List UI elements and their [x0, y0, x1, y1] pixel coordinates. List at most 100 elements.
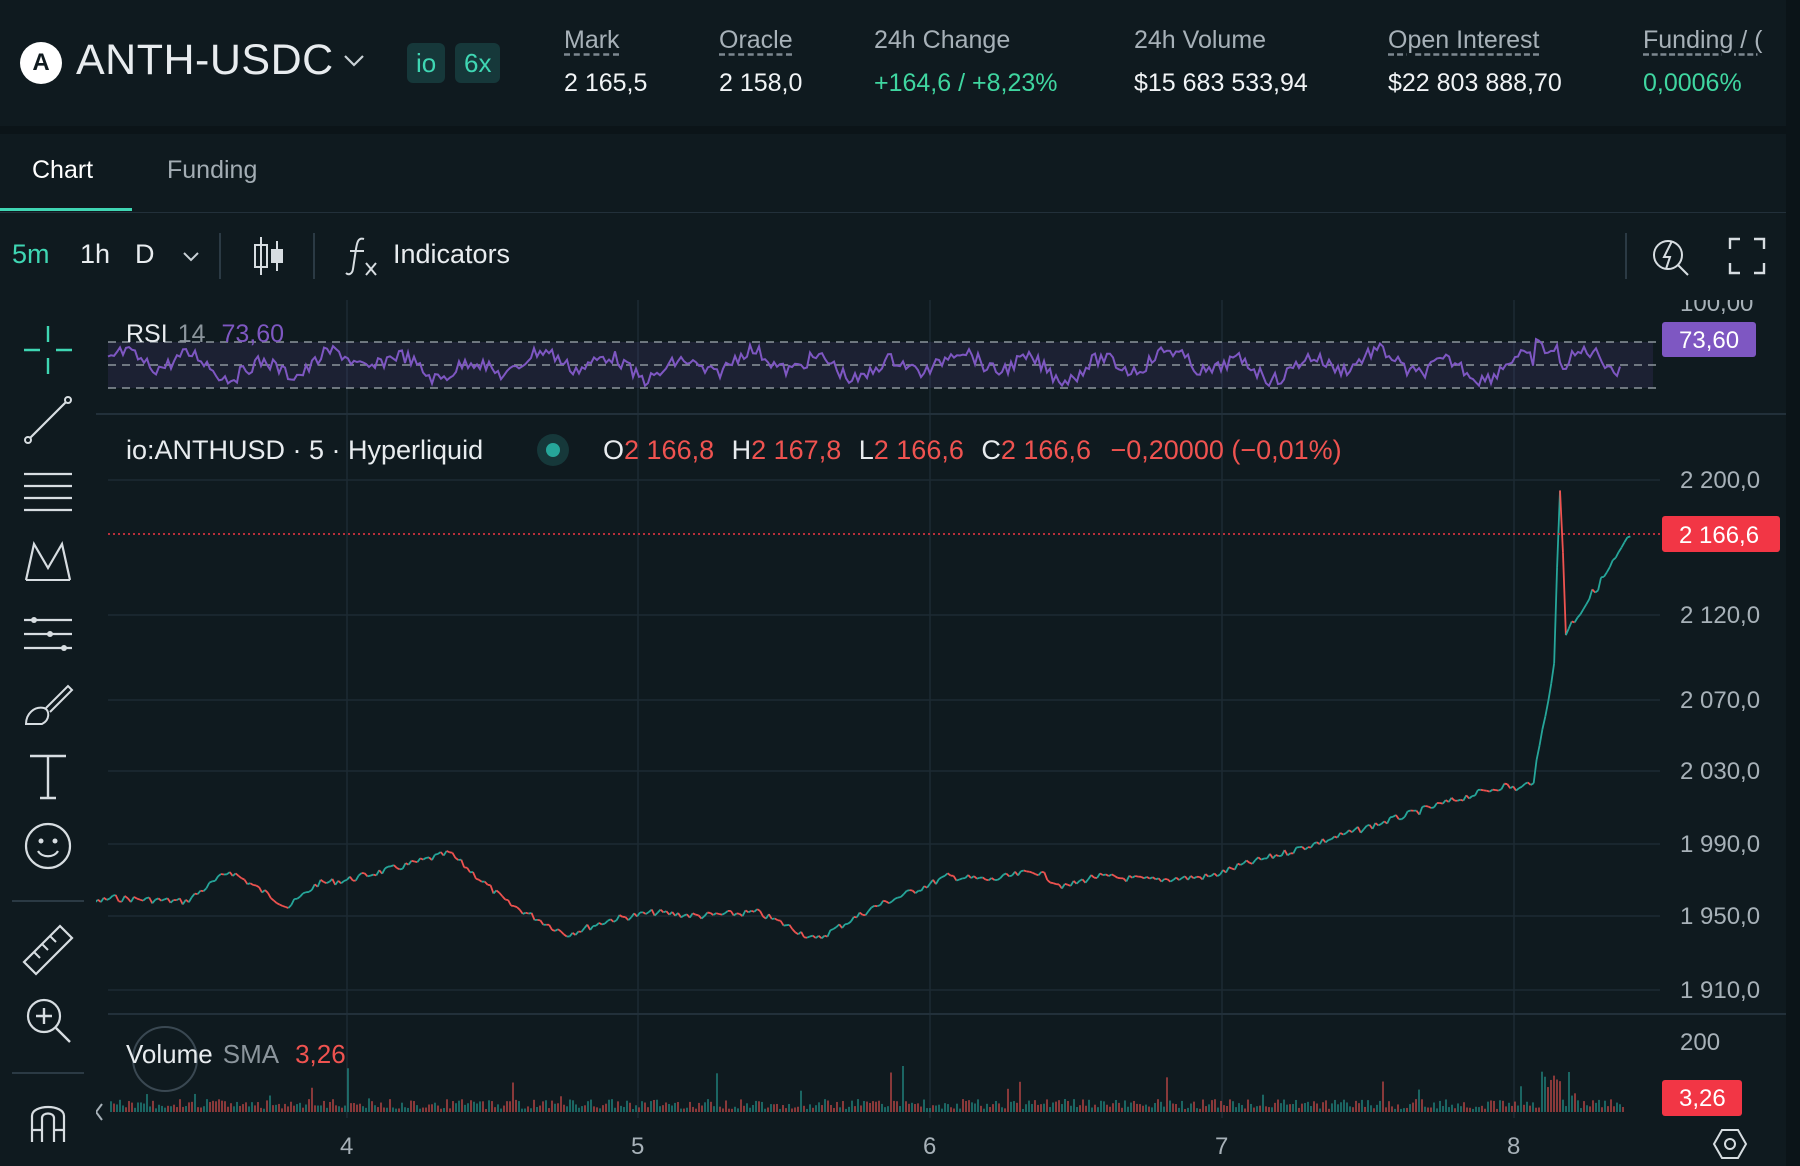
volume-bar: [1241, 1104, 1243, 1112]
stat-label[interactable]: Open Interest: [1388, 26, 1540, 54]
pair-name[interactable]: ANTH-USDC: [76, 36, 334, 84]
volume-bar: [701, 1105, 703, 1112]
volume-bar: [1133, 1100, 1135, 1112]
volume-bar: [1565, 1106, 1567, 1112]
volume-bar: [494, 1107, 496, 1112]
stat-label[interactable]: Mark: [564, 26, 620, 54]
price-segment: [1005, 872, 1010, 877]
volume-bar: [1190, 1103, 1192, 1112]
price-segment: [1201, 873, 1207, 880]
volume-bar: [212, 1100, 214, 1112]
price-segment: [718, 913, 723, 916]
pattern-icon[interactable]: [20, 534, 76, 590]
price-segment: [1445, 799, 1450, 803]
text-tool-icon[interactable]: [20, 748, 76, 804]
chevron-down-icon[interactable]: [342, 48, 366, 72]
indicators-button[interactable]: Indicators: [393, 239, 511, 269]
volume-bar: [1292, 1104, 1294, 1112]
volume-bar: [1325, 1100, 1327, 1112]
volume-bar: [1208, 1104, 1210, 1112]
brush-icon[interactable]: [20, 676, 76, 732]
volume-bar: [1358, 1103, 1360, 1112]
volume-bar: [923, 1099, 925, 1112]
volume-bar: [1013, 1101, 1015, 1112]
volume-bar: [488, 1100, 490, 1112]
chevron-left-icon[interactable]: [96, 1103, 103, 1121]
replay-icon[interactable]: [1650, 233, 1692, 279]
volume-bar: [1157, 1099, 1159, 1112]
ruler-icon[interactable]: [20, 922, 76, 978]
volume-bar: [932, 1105, 934, 1112]
candlestick-icon[interactable]: [250, 235, 286, 277]
interval-5m[interactable]: 5m: [12, 239, 50, 269]
price-segment: [1283, 849, 1289, 856]
volume-bar: [764, 1108, 766, 1112]
tab-funding[interactable]: Funding: [167, 156, 258, 184]
chevron-down-icon[interactable]: [180, 245, 202, 267]
volume-bar: [1187, 1107, 1189, 1112]
volume-bar: [176, 1107, 178, 1112]
volume-bar: [584, 1105, 586, 1112]
price-segment: [1422, 805, 1426, 808]
forecast-icon[interactable]: [20, 606, 76, 662]
volume-bar: [521, 1108, 523, 1112]
price-segment: [959, 877, 963, 881]
tab-chart[interactable]: Chart: [32, 156, 94, 184]
price-segment: [124, 895, 129, 900]
price-segment: [721, 912, 726, 916]
price-segment: [267, 892, 272, 899]
fullscreen-icon[interactable]: [1728, 237, 1766, 275]
settings-icon[interactable]: [1712, 1129, 1748, 1159]
price-segment: [1242, 859, 1248, 864]
volume-bar: [269, 1095, 271, 1112]
volume-bar: [845, 1108, 847, 1112]
rsi-legend[interactable]: RSI 14 73,60: [126, 320, 284, 348]
crosshair-icon[interactable]: [20, 322, 76, 378]
price-chart[interactable]: 2 200,0 2 120,0 2 070,0 2 030,0 1 990,0 1 950…: [96, 300, 1786, 1166]
volume-bar: [563, 1104, 565, 1112]
volume-bar: [200, 1107, 202, 1112]
price-segment: [759, 910, 764, 917]
magnet-icon[interactable]: [20, 1090, 76, 1146]
leverage-chip[interactable]: 6x: [455, 43, 501, 83]
volume-bar: [377, 1107, 379, 1112]
volume-bar: [344, 1105, 346, 1112]
sidebar-divider: [12, 900, 84, 902]
interval-d[interactable]: D: [135, 239, 155, 269]
price-segment: [1140, 876, 1145, 880]
price-segment: [1330, 835, 1336, 840]
ohlc-values: O2 166,8 H2 167,8 L2 166,6 C2 166,6 −0,2…: [603, 435, 1342, 465]
volume-bar: [935, 1105, 937, 1112]
volume-bar: [158, 1104, 160, 1112]
price-segment: [1292, 847, 1298, 854]
price-segment: [528, 912, 532, 915]
price-segment: [484, 881, 489, 886]
function-icon[interactable]: [344, 235, 380, 277]
volume-bar: [743, 1105, 745, 1112]
trend-line-icon[interactable]: [20, 392, 76, 448]
fib-lines-icon[interactable]: [20, 464, 76, 520]
interval-1h[interactable]: 1h: [80, 239, 111, 269]
volume-legend[interactable]: Volume SMA 3,26: [126, 1039, 346, 1069]
price-segment: [308, 889, 313, 893]
price-segment: [1418, 806, 1424, 815]
price-segment: [891, 898, 896, 903]
volume-bar: [224, 1101, 226, 1112]
volume-bar: [296, 1104, 298, 1112]
volume-bar: [986, 1103, 988, 1112]
volume-bar: [971, 1102, 973, 1112]
price-segment: [460, 859, 466, 868]
price-segment: [1591, 588, 1596, 594]
volume-bar: [329, 1101, 331, 1112]
price-segment: [982, 876, 987, 881]
emoji-icon[interactable]: [20, 818, 76, 874]
price-segment: [437, 851, 442, 855]
volume-bar: [596, 1107, 598, 1112]
price-segment: [1245, 859, 1250, 864]
volume-bar: [740, 1099, 742, 1112]
stat-label[interactable]: Oracle: [719, 26, 793, 54]
zoom-in-icon[interactable]: [20, 992, 76, 1048]
stat-label[interactable]: Funding / (: [1643, 26, 1763, 54]
price-segment: [1562, 552, 1567, 636]
price-segment: [1530, 782, 1535, 786]
